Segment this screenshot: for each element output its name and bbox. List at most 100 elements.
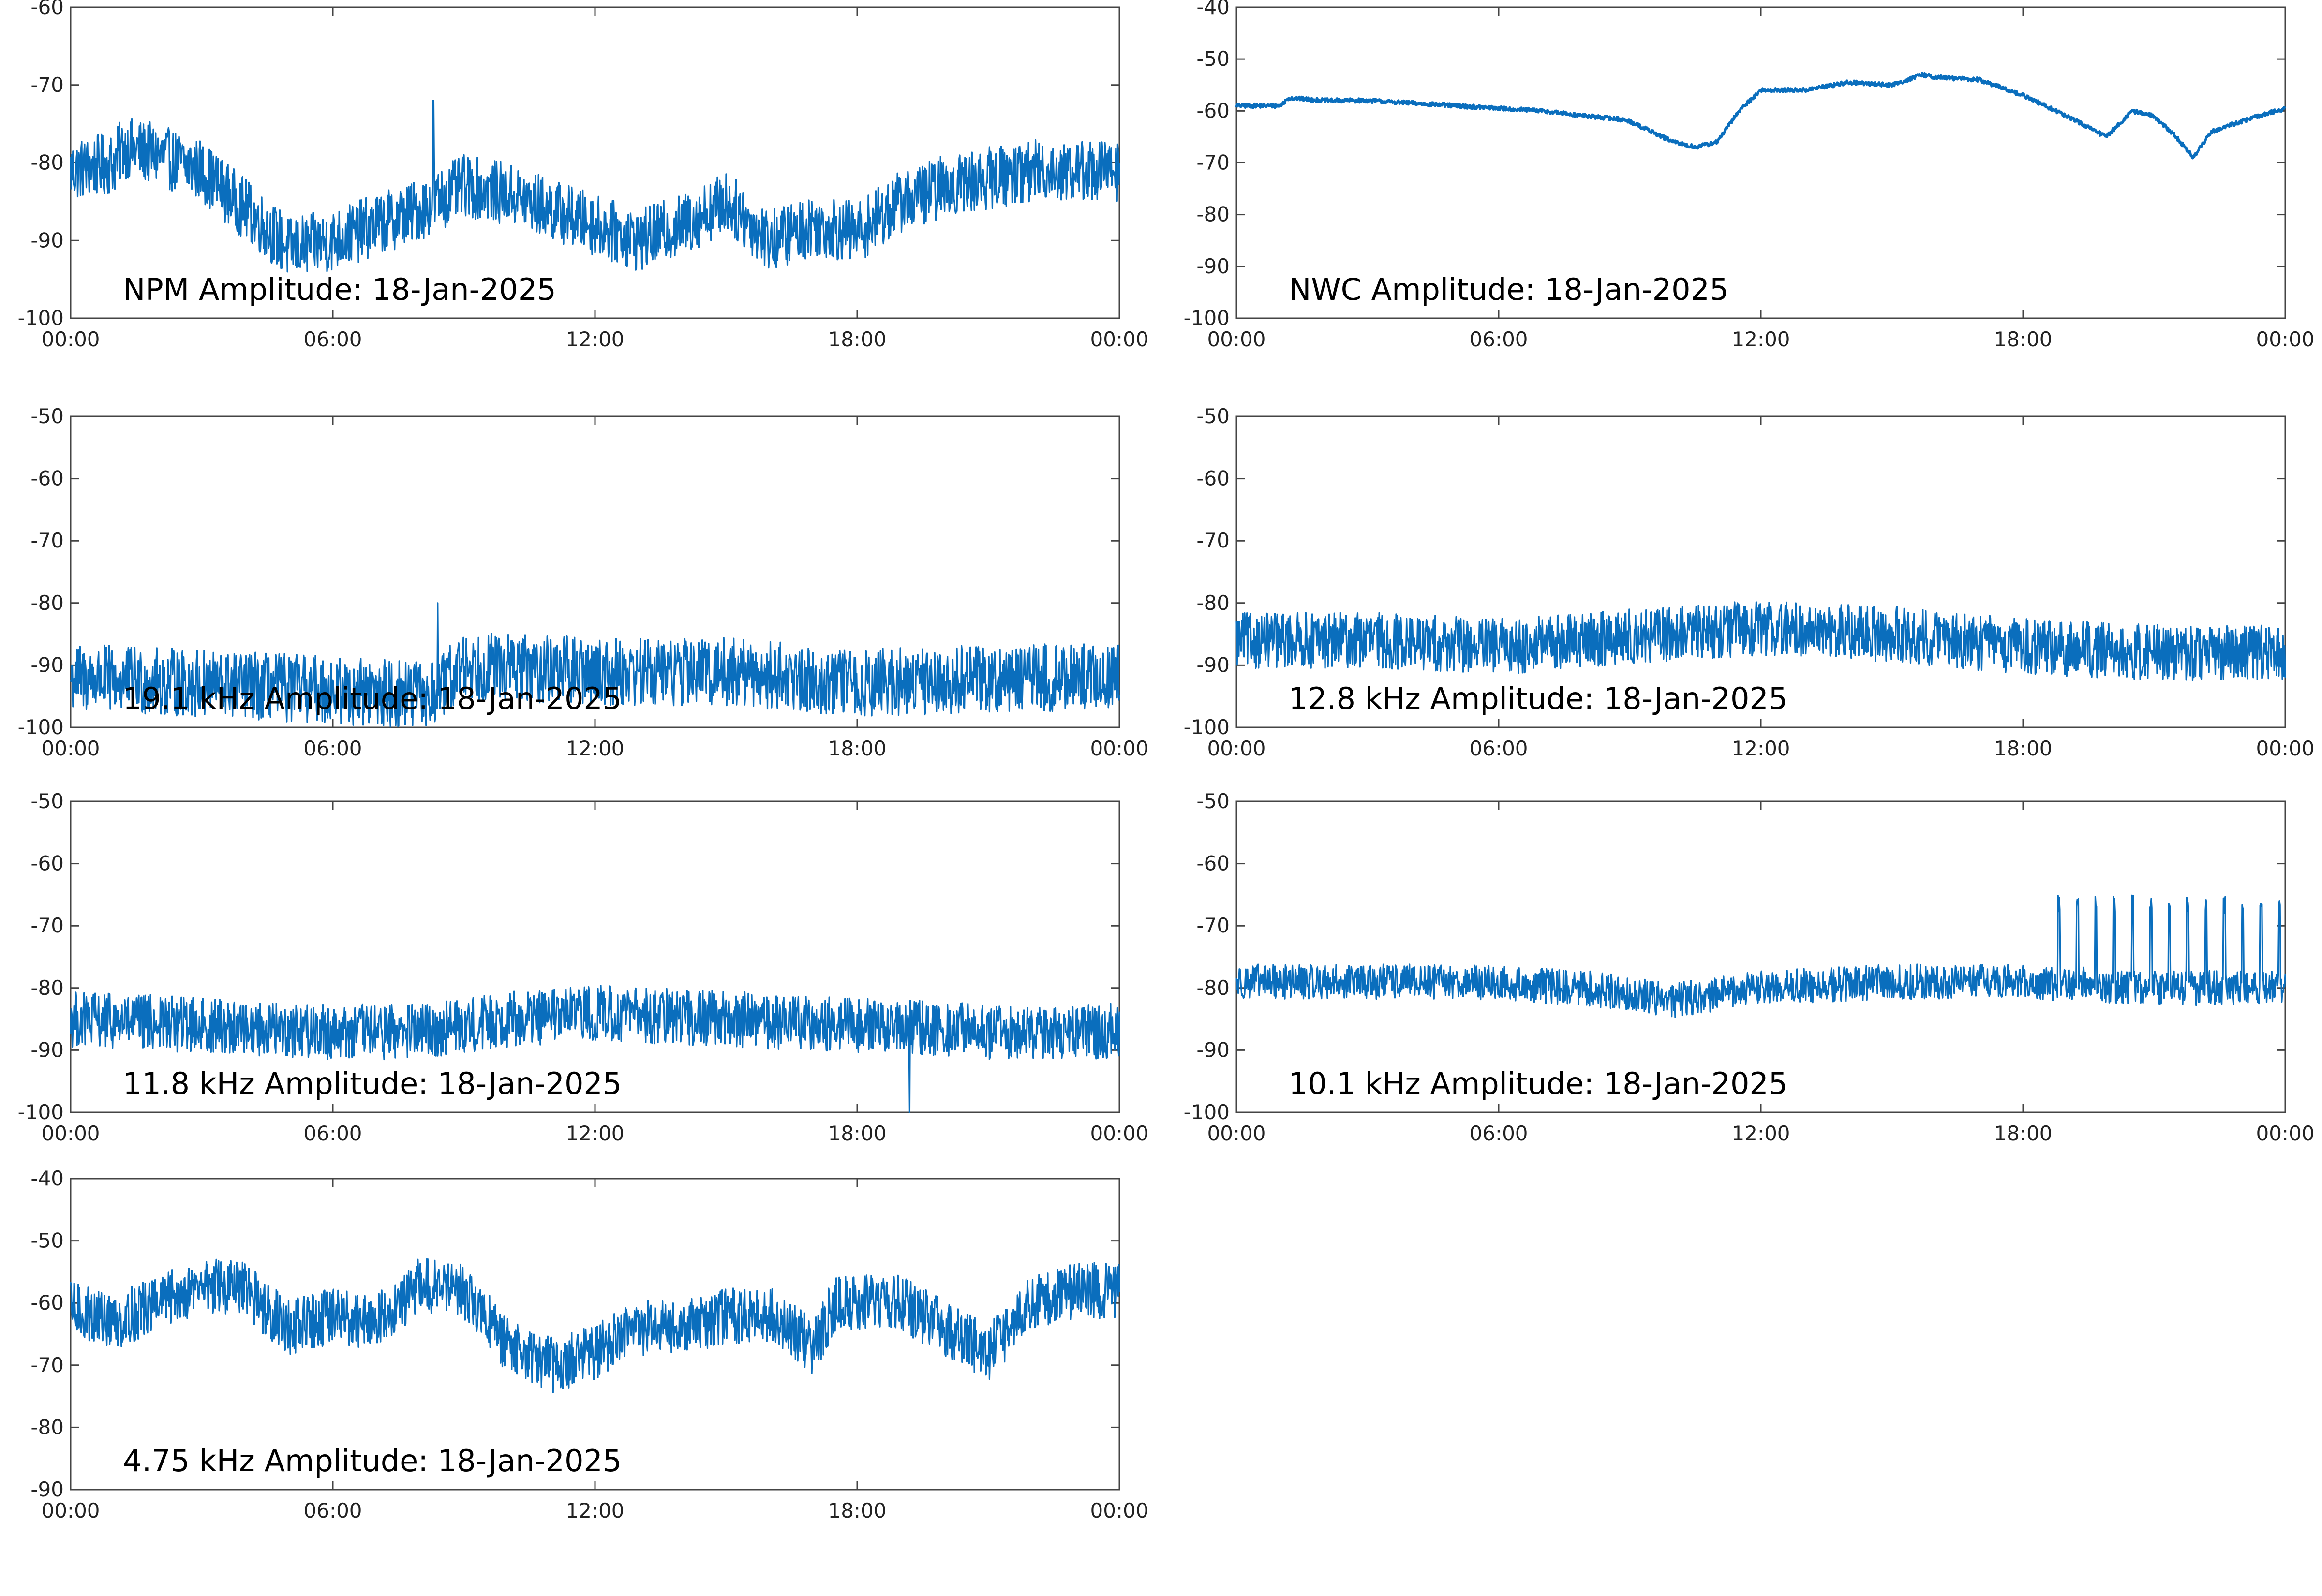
x-tick-label: 00:00: [41, 327, 100, 351]
y-axis: -50 -60 -70 -80 -90 -100: [1184, 404, 2285, 739]
panel-19-1-khz: -50 -60 -70 -80 -90 -100 00:00 06:00 12:00 18:00…: [18, 404, 1149, 760]
y-tick-label: -100: [1184, 306, 1230, 330]
y-tick-label: -50: [30, 404, 64, 428]
y-axis: -50 -60 -70 -80 -90 -100: [1184, 789, 2285, 1124]
panel-11-8-khz: -50 -60 -70 -80 -90 -100 00:00 06:00 12:00 18:00…: [18, 789, 1149, 1145]
y-axis: -40 -50 -60 -70 -80 -90 -100: [1184, 0, 2285, 330]
x-tick-label: 12:00: [566, 737, 624, 760]
y-tick-label: -60: [1196, 99, 1230, 122]
y-tick-label: -80: [1196, 203, 1230, 226]
x-tick-label: 18:00: [828, 327, 886, 351]
panel-10-1-khz: -50 -60 -70 -80 -90 -100 00:00 06:00 12:00 18:00…: [1184, 789, 2315, 1145]
y-tick-label: -60: [1196, 467, 1230, 490]
x-tick-label: 00:00: [1207, 327, 1265, 351]
x-tick-label: 06:00: [1469, 1122, 1528, 1145]
x-tick-label: 18:00: [1994, 737, 2052, 760]
x-tick-label: 06:00: [303, 1499, 362, 1522]
y-tick-label: -100: [18, 715, 64, 739]
panel-label: 11.8 kHz Amplitude: 18-Jan-2025: [123, 1066, 622, 1101]
y-tick-label: -50: [1196, 47, 1230, 71]
y-tick-label: -70: [1196, 914, 1230, 937]
y-tick-label: -50: [1196, 789, 1230, 813]
panel-label: NPM Amplitude: 18-Jan-2025: [123, 272, 556, 307]
y-tick-label: -70: [30, 1353, 64, 1377]
panel-4-75-khz: -40-50-60-70-80-90 00:00 06:00 12:00 18:00 0…: [30, 1167, 1148, 1522]
y-tick-label: -40: [30, 1167, 64, 1190]
x-tick-label: 12:00: [566, 327, 624, 351]
amplitude-trace: [70, 985, 1120, 1113]
y-tick-label: -40: [1196, 0, 1230, 19]
series-line: [1235, 601, 2286, 681]
x-axis: 00:00 06:00 12:00 18:00 00:00: [1207, 7, 2315, 351]
series-line: [1235, 71, 2287, 160]
y-tick-label: -80: [30, 1415, 64, 1439]
y-tick-label: -60: [1196, 852, 1230, 875]
x-tick-label: 00:00: [2256, 1122, 2314, 1145]
x-tick-label: 00:00: [2256, 737, 2314, 760]
x-tick-label: 18:00: [1994, 327, 2052, 351]
x-tick-label: 06:00: [303, 737, 362, 760]
y-tick-label: -70: [30, 914, 64, 937]
y-tick-label: -80: [30, 976, 64, 1000]
x-tick-label: 12:00: [566, 1499, 624, 1522]
x-tick-label: 00:00: [1090, 327, 1148, 351]
x-axis: 00:00 06:00 12:00 18:00 00:00: [1207, 801, 2315, 1145]
y-tick-label: -60: [30, 1291, 64, 1315]
x-tick-label: 00:00: [1090, 737, 1148, 760]
x-tick-label: 12:00: [1731, 737, 1790, 760]
x-tick-label: 18:00: [828, 737, 886, 760]
panel-label: 12.8 kHz Amplitude: 18-Jan-2025: [1289, 681, 1787, 716]
x-tick-label: 00:00: [41, 1499, 100, 1522]
panel-npm: -60-70-80-90-100 00:00 06:00 12:00 18:00 00:…: [18, 0, 1149, 351]
y-axis: -40 -50 -60 -70 -80 -90: [30, 1167, 1119, 1501]
amplitude-trace: [1235, 71, 2287, 160]
x-tick-label: 00:00: [41, 737, 100, 760]
x-tick-label: 12:00: [566, 1122, 624, 1145]
x-tick-label: 00:00: [1090, 1499, 1148, 1522]
y-tick-label: -80: [1196, 976, 1230, 1000]
x-axis: 00:00 06:00 12:00 18:00 00:00: [41, 7, 1149, 351]
x-tick-label: 06:00: [1469, 327, 1528, 351]
y-tick-label: -100: [1184, 1100, 1230, 1124]
x-tick-label: 00:00: [1090, 1122, 1148, 1145]
y-tick-label: -60: [30, 852, 64, 875]
series-line: [70, 602, 1120, 728]
amplitude-trace: [70, 602, 1120, 728]
y-tick-label: -70: [1196, 529, 1230, 552]
series-line: [70, 1258, 1120, 1394]
series-line: [70, 985, 1120, 1113]
x-tick-label: 00:00: [2256, 327, 2314, 351]
x-axis: 00:00 06:00 12:00 18:00 00:00: [41, 1179, 1149, 1522]
series-line: [1235, 894, 2286, 1018]
y-tick-label: -60: [30, 0, 64, 19]
x-tick-label: 06:00: [1469, 737, 1528, 760]
x-axis: 00:00 06:00 12:00 18:00 00:00: [41, 416, 1149, 760]
y-tick-label: -50: [30, 789, 64, 813]
y-tick-label: -80: [1196, 591, 1230, 615]
panel-label: 10.1 kHz Amplitude: 18-Jan-2025: [1289, 1066, 1787, 1101]
y-tick-label: -50: [30, 1229, 64, 1253]
y-tick-label: -90: [30, 228, 64, 252]
panel-label: NWC Amplitude: 18-Jan-2025: [1289, 272, 1728, 307]
y-tick-label: -90: [30, 653, 64, 677]
amplitude-trace: [1235, 601, 2286, 681]
y-tick-label: -80: [30, 151, 64, 175]
x-tick-label: 00:00: [1207, 1122, 1265, 1145]
y-tick-label: -90: [30, 1478, 64, 1501]
y-tick-label: -100: [1184, 715, 1230, 739]
x-tick-label: 18:00: [828, 1499, 886, 1522]
panel-label: 19.1 kHz Amplitude: 18-Jan-2025: [123, 681, 622, 716]
x-tick-label: 00:00: [1207, 737, 1265, 760]
series-line: [70, 100, 1120, 273]
panel-12-8-khz: -50 -60 -70 -80 -90 -100 00:00 06:00 12:00 18:00…: [1184, 404, 2315, 760]
y-tick-label: -100: [18, 1100, 64, 1124]
y-axis: -50 -60 -70 -80 -90 -100: [18, 404, 1119, 739]
x-tick-label: 12:00: [1731, 327, 1790, 351]
y-tick-label: -70: [1196, 151, 1230, 175]
x-axis: 00:00 06:00 12:00 18:00 00:00: [41, 801, 1149, 1145]
y-tick-label: -90: [1196, 1038, 1230, 1062]
y-tick-label: -70: [30, 529, 64, 552]
x-tick-label: 18:00: [828, 1122, 886, 1145]
amplitude-trace: [70, 1258, 1120, 1394]
